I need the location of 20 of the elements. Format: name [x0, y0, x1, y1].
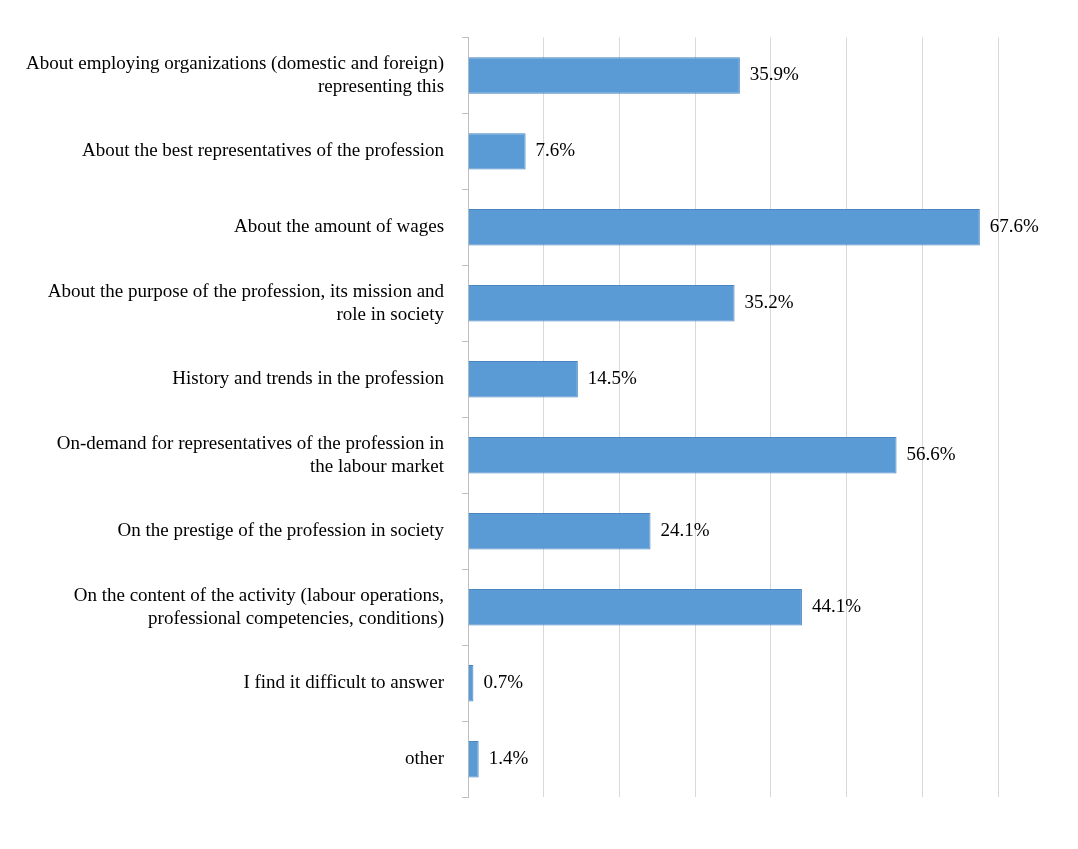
data-label: 24.1% — [660, 519, 710, 541]
y-tick-label: History and trends in the profession — [172, 367, 445, 389]
y-tick-label: About the purpose of the profession, its mission and role in society — [47, 279, 445, 324]
data-label: 35.2% — [744, 291, 794, 313]
y-tick-label: other — [405, 747, 445, 769]
y-tick-label: About the best representatives of the profession — [82, 139, 445, 161]
data-label: 56.6% — [906, 443, 956, 465]
y-tick-label: About employing organizations (domestic and foreign) representing this — [25, 51, 445, 96]
data-label: 7.6% — [535, 139, 576, 161]
data-label: 0.7% — [483, 671, 524, 693]
y-tick-label: On-demand for representatives of the profession in the labour market — [56, 431, 445, 476]
data-label: 44.1% — [811, 595, 862, 617]
y-tick-label: I find it difficult to answer — [243, 671, 445, 693]
data-label: 14.5% — [587, 367, 638, 389]
data-label: 35.9% — [749, 63, 800, 85]
y-tick-label: On the content of the activity (labour operations, professional competencies, conditions) — [73, 583, 445, 629]
data-label: 1.4% — [488, 747, 529, 769]
data-label: 67.6% — [989, 215, 1040, 237]
y-tick-label: On the prestige of the profession in society — [117, 519, 445, 541]
y-tick-label: About the amount of wages — [234, 215, 445, 237]
